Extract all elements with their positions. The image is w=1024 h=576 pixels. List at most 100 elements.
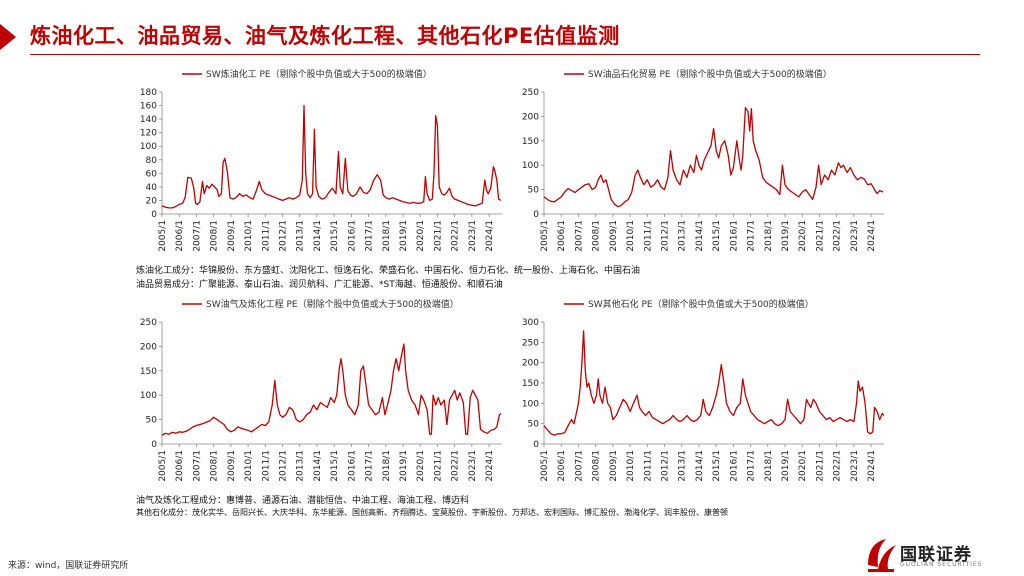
x-tick-label: 2012/1 bbox=[661, 450, 671, 482]
x-tick-label: 2018/1 bbox=[382, 220, 392, 252]
logo-subtext: GUOLIAN SECURITIES bbox=[900, 561, 983, 568]
x-tick-label: 2007/1 bbox=[192, 220, 202, 252]
x-tick-label: 2020/1 bbox=[798, 450, 808, 482]
x-tick-label: 2005/1 bbox=[540, 220, 550, 252]
x-tick-label: 2015/1 bbox=[712, 220, 722, 252]
x-tick-label: 2008/1 bbox=[592, 450, 602, 482]
x-tick-label: 2010/1 bbox=[626, 220, 636, 252]
y-tick-label: 300 bbox=[522, 318, 539, 328]
x-tick-label: 2013/1 bbox=[296, 450, 306, 482]
x-tick-label: 2012/1 bbox=[279, 450, 289, 482]
x-tick-label: 2021/1 bbox=[433, 220, 443, 252]
x-tick-label: 2024/1 bbox=[485, 220, 495, 252]
y-tick-label: 0 bbox=[533, 440, 539, 450]
y-tick-label: 0 bbox=[533, 210, 539, 220]
x-tick-label: 2022/1 bbox=[451, 220, 461, 252]
x-tick-label: 2014/1 bbox=[313, 220, 323, 252]
x-tick-label: 2014/1 bbox=[695, 450, 705, 482]
x-tick-label: 2019/1 bbox=[399, 220, 409, 252]
x-tick-label: 2016/1 bbox=[729, 450, 739, 482]
y-tick-label: 180 bbox=[140, 88, 157, 98]
y-tick-label: 40 bbox=[146, 183, 158, 193]
x-tick-label: 2023/1 bbox=[850, 450, 860, 482]
x-tick-label: 2012/1 bbox=[279, 220, 289, 252]
y-tick-label: 50 bbox=[528, 420, 540, 430]
x-tick-label: 2021/1 bbox=[433, 450, 443, 482]
series-line bbox=[543, 106, 884, 208]
y-tick-label: 250 bbox=[522, 338, 539, 348]
x-tick-label: 2016/1 bbox=[347, 450, 357, 482]
x-tick-label: 2005/1 bbox=[158, 220, 168, 252]
x-tick-label: 2023/1 bbox=[468, 220, 478, 252]
legend-label: SW油气及炼化工程 PE（剔除个股中负值或大于500的极端值） bbox=[206, 298, 459, 310]
x-tick-label: 2014/1 bbox=[695, 220, 705, 252]
x-tick-label: 2005/1 bbox=[158, 450, 168, 482]
x-tick-label: 2018/1 bbox=[764, 220, 774, 252]
x-tick-label: 2006/1 bbox=[175, 450, 185, 482]
x-tick-label: 2012/1 bbox=[661, 220, 671, 252]
y-tick-label: 0 bbox=[151, 210, 157, 220]
x-tick-label: 2009/1 bbox=[609, 450, 619, 482]
x-tick-label: 2018/1 bbox=[382, 450, 392, 482]
x-tick-label: 2014/1 bbox=[313, 450, 323, 482]
x-tick-label: 2021/1 bbox=[815, 450, 825, 482]
x-tick-label: 2019/1 bbox=[781, 220, 791, 252]
x-tick-label: 2007/1 bbox=[574, 220, 584, 252]
page-title: 炼油化工、油品贸易、油气及炼化工程、其他石化PE估值监测 bbox=[30, 24, 620, 48]
y-tick-label: 160 bbox=[140, 102, 157, 112]
x-tick-label: 2019/1 bbox=[399, 450, 409, 482]
x-tick-label: 2009/1 bbox=[609, 220, 619, 252]
y-tick-label: 200 bbox=[522, 112, 539, 122]
x-tick-label: 2013/1 bbox=[678, 220, 688, 252]
y-tick-label: 80 bbox=[146, 156, 158, 166]
x-tick-label: 2007/1 bbox=[192, 450, 202, 482]
y-tick-label: 20 bbox=[146, 196, 158, 206]
x-tick-label: 2013/1 bbox=[296, 220, 306, 252]
note-refining: 炼油化工成分：华锦股份、东方盛虹、沈阳化工、恒逸石化、荣盛石化、中国石化、恒力石… bbox=[136, 266, 641, 276]
x-tick-label: 2017/1 bbox=[365, 220, 375, 252]
x-tick-label: 2013/1 bbox=[678, 450, 688, 482]
chart-other-petrochem: SW其他石化 PE（剔除个股中负值或大于500的极端值） 0 50 100 150 200… bbox=[512, 292, 892, 492]
logo-text: 国联证券 bbox=[900, 545, 972, 565]
y-tick-label: 50 bbox=[528, 186, 540, 196]
x-tick-label: 2006/1 bbox=[175, 220, 185, 252]
x-tick-label: 2022/1 bbox=[833, 220, 843, 252]
y-tick-label: 250 bbox=[140, 318, 157, 328]
x-tick-label: 2016/1 bbox=[729, 220, 739, 252]
series-line bbox=[161, 104, 502, 209]
x-tick-label: 2020/1 bbox=[416, 220, 426, 252]
title-marker bbox=[0, 24, 16, 50]
y-tick-label: 150 bbox=[140, 367, 157, 377]
x-tick-label: 2007/1 bbox=[574, 450, 584, 482]
legend-label: SW其他石化 PE（剔除个股中负值或大于500的极端值） bbox=[588, 298, 814, 310]
chart-refining: SW炼油化工 PE（剔除个股中负值或大于500的极端值） 0 20 40 60 80 100… bbox=[130, 62, 510, 262]
x-tick-label: 2023/1 bbox=[468, 450, 478, 482]
legend-label: SW炼油化工 PE（剔除个股中负值或大于500的极端值） bbox=[206, 68, 432, 80]
x-tick-label: 2015/1 bbox=[330, 450, 340, 482]
x-tick-label: 2010/1 bbox=[244, 220, 254, 252]
x-tick-label: 2022/1 bbox=[451, 450, 461, 482]
y-tick-label: 150 bbox=[522, 137, 539, 147]
title-divider bbox=[30, 54, 980, 55]
y-tick-label: 150 bbox=[522, 379, 539, 389]
x-tick-label: 2024/1 bbox=[485, 450, 495, 482]
x-tick-label: 2006/1 bbox=[557, 450, 567, 482]
x-tick-label: 2015/1 bbox=[712, 450, 722, 482]
y-tick-label: 0 bbox=[151, 440, 157, 450]
series-line bbox=[543, 330, 885, 436]
chart-refining-svg: SW炼油化工 PE（剔除个股中负值或大于500的极端值） 0 20 40 60 80 100… bbox=[140, 68, 502, 252]
company-logo-icon bbox=[868, 539, 896, 572]
x-tick-label: 2021/1 bbox=[815, 220, 825, 252]
x-tick-label: 2015/1 bbox=[330, 220, 340, 252]
chart-engineering: SW油气及炼化工程 PE（剔除个股中负值或大于500的极端值） 0 50 100 150… bbox=[130, 292, 510, 492]
x-tick-label: 2011/1 bbox=[261, 220, 271, 252]
legend-label: SW油品石化贸易 PE（剔除个股中负值或大于500的极端值） bbox=[588, 68, 832, 80]
y-tick-label: 200 bbox=[140, 342, 157, 352]
x-tick-label: 2008/1 bbox=[210, 450, 220, 482]
x-tick-label: 2024/1 bbox=[867, 450, 877, 482]
x-tick-label: 2009/1 bbox=[227, 220, 237, 252]
y-tick-label: 140 bbox=[140, 115, 157, 125]
y-tick-label: 50 bbox=[146, 416, 158, 426]
x-tick-label: 2011/1 bbox=[261, 450, 271, 482]
source-note: 来源：wind，国联证券研究所 bbox=[8, 561, 129, 571]
